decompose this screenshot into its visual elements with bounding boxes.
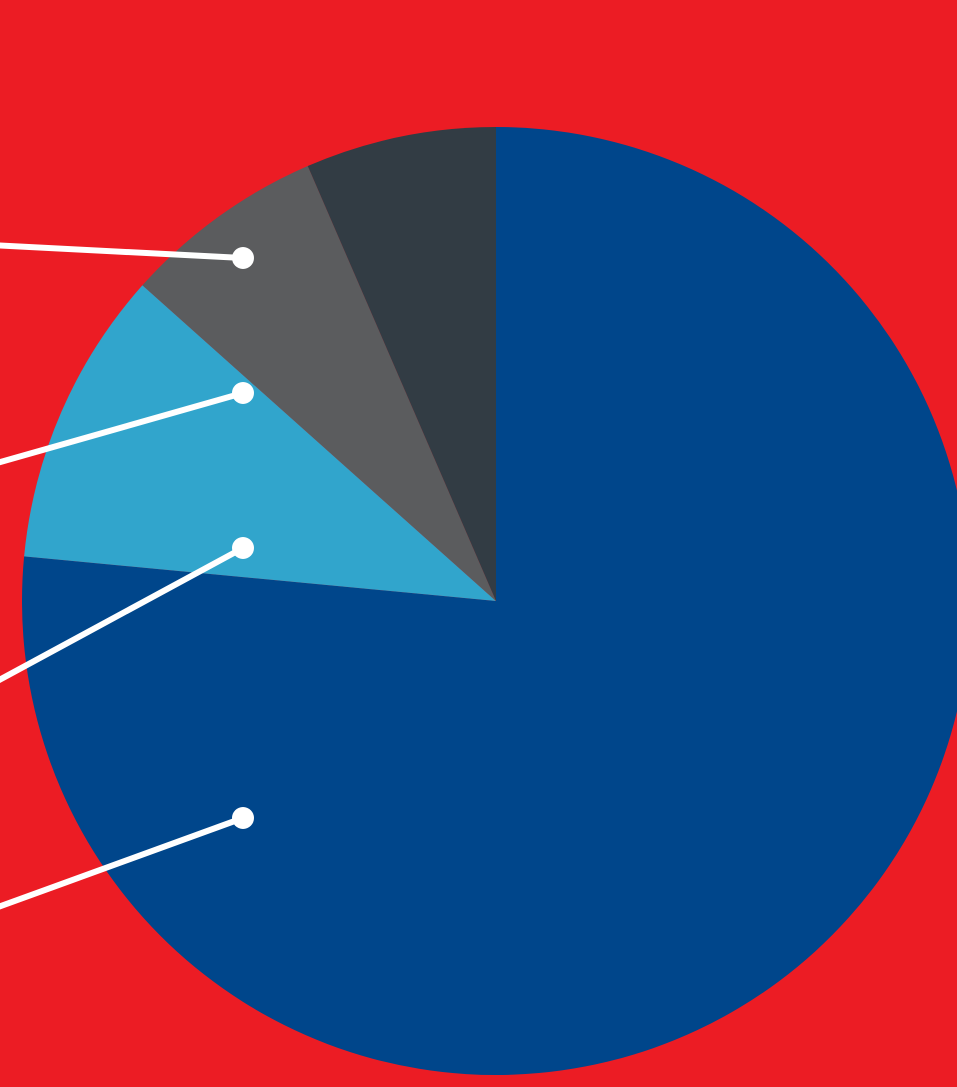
leader-dot bbox=[232, 382, 254, 404]
leader-line bbox=[0, 815, 245, 910]
leader-line bbox=[0, 242, 244, 261]
leader-dot bbox=[232, 807, 254, 829]
pie-slice bbox=[307, 127, 496, 601]
leader-line bbox=[0, 390, 244, 466]
leader-dot bbox=[232, 247, 254, 269]
leader-dot bbox=[232, 537, 254, 559]
pie-slice bbox=[22, 127, 957, 1075]
leader-line bbox=[0, 545, 245, 683]
leader-lines bbox=[0, 242, 254, 910]
pie-slice bbox=[142, 165, 497, 601]
pie-slice bbox=[24, 285, 496, 601]
pie-slices bbox=[22, 127, 957, 1075]
